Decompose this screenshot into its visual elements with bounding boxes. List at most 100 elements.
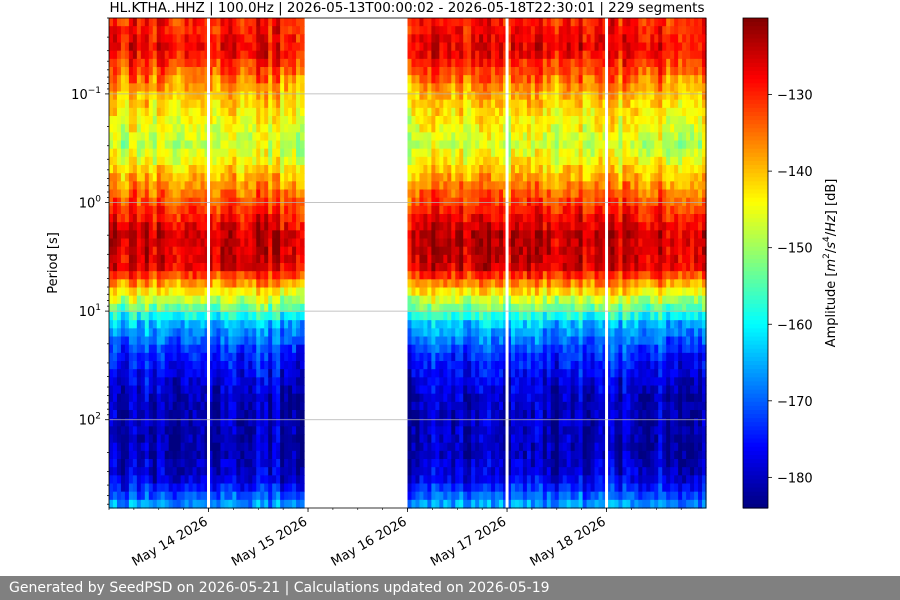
heatmap-cell <box>276 467 281 476</box>
heatmap-cell <box>120 303 126 313</box>
heatmap-cell <box>244 246 249 256</box>
heatmap-cell <box>280 328 285 338</box>
heatmap-cell <box>240 83 245 93</box>
heatmap-cell <box>463 230 468 240</box>
heatmap-cell <box>526 83 532 93</box>
heatmap-cell <box>228 230 233 240</box>
heatmap-cell <box>109 377 114 387</box>
heatmap-cell <box>439 410 444 419</box>
heatmap-cell <box>447 475 452 485</box>
heatmap-cell <box>112 434 118 444</box>
heatmap-cell <box>164 173 170 182</box>
heatmap-cell <box>538 75 544 84</box>
heatmap-cell <box>276 312 281 321</box>
heatmap-cell <box>160 165 166 174</box>
heatmap-cell <box>200 189 206 199</box>
heatmap-cell <box>144 287 150 297</box>
heatmap-cell <box>427 418 432 427</box>
heatmap-cell <box>268 197 273 207</box>
heatmap-cell <box>411 450 417 460</box>
heatmap-cell <box>491 148 496 158</box>
heatmap-cell <box>184 173 190 182</box>
heatmap-cell <box>443 173 448 182</box>
heatmap-cell <box>248 459 253 468</box>
heatmap-cell <box>431 328 436 338</box>
heatmap-cell <box>148 214 154 223</box>
heatmap-cell <box>140 434 146 444</box>
heatmap-cell <box>244 26 249 35</box>
heatmap-cell <box>112 124 118 133</box>
heatmap-cell <box>288 67 293 76</box>
heatmap-cell <box>510 197 516 207</box>
heatmap-cell <box>124 434 130 444</box>
heatmap-cell <box>244 483 249 493</box>
heatmap-cell <box>168 254 174 264</box>
heatmap-cell <box>479 99 484 109</box>
heatmap-cell <box>144 67 150 76</box>
heatmap-cell <box>200 173 206 182</box>
heatmap-cell <box>487 26 492 35</box>
heatmap-cell <box>172 116 178 125</box>
heatmap-cell <box>507 254 512 264</box>
heatmap-cell <box>260 230 265 240</box>
heatmap-cell <box>132 377 138 387</box>
heatmap-cell <box>288 116 293 125</box>
heatmap-cell <box>522 165 528 174</box>
heatmap-cell <box>160 336 166 346</box>
heatmap-cell <box>116 418 122 427</box>
heatmap-cell <box>136 238 142 248</box>
heatmap-cell <box>503 491 508 501</box>
heatmap-cell <box>431 361 436 370</box>
heatmap-cell <box>260 246 265 256</box>
heatmap-cell <box>236 173 241 182</box>
heatmap-cell <box>415 352 421 362</box>
heatmap-cell <box>530 287 536 297</box>
heatmap-cell <box>224 42 229 52</box>
heatmap-cell <box>292 352 297 362</box>
heatmap-cell <box>212 369 218 378</box>
heatmap-cell <box>538 426 544 436</box>
heatmap-cell <box>530 442 536 452</box>
heatmap-cell <box>212 279 218 289</box>
heatmap-cell <box>260 483 265 493</box>
heatmap-cell <box>415 156 421 166</box>
heatmap-cell <box>463 238 468 248</box>
heatmap-cell <box>471 148 476 158</box>
heatmap-cell <box>228 312 233 321</box>
heatmap-cell <box>156 385 162 395</box>
heatmap-cell <box>483 173 488 182</box>
heatmap-cell <box>447 401 452 411</box>
heatmap-cell <box>534 254 540 264</box>
heatmap-cell <box>128 491 134 501</box>
heatmap-cell <box>244 238 249 248</box>
heatmap-cell <box>148 132 154 142</box>
heatmap-cell <box>499 467 504 476</box>
heatmap-cell <box>148 483 154 493</box>
heatmap-cell <box>224 165 229 174</box>
heatmap-cell <box>128 320 134 329</box>
heatmap-cell <box>439 246 444 256</box>
heatmap-cell <box>518 107 524 117</box>
heatmap-cell <box>483 401 488 411</box>
heatmap-cell <box>204 83 210 93</box>
heatmap-cell <box>423 197 428 207</box>
heatmap-cell <box>132 18 138 27</box>
heatmap-cell <box>471 312 476 321</box>
heatmap-cell <box>180 214 186 223</box>
heatmap-cell <box>491 401 496 411</box>
heatmap-cell <box>244 295 249 305</box>
heatmap-cell <box>467 393 472 403</box>
heatmap-cell <box>204 303 210 313</box>
heatmap-cell <box>292 181 297 191</box>
heatmap-cell <box>288 426 293 436</box>
heatmap-cell <box>200 450 206 460</box>
heatmap-cell <box>132 450 138 460</box>
heatmap-cell <box>236 393 241 403</box>
heatmap-cell <box>232 401 237 411</box>
heatmap-cell <box>526 499 532 509</box>
heatmap-cell <box>439 344 444 354</box>
heatmap-cell <box>120 230 126 240</box>
heatmap-cell <box>280 124 285 133</box>
heatmap-cell <box>439 67 444 76</box>
heatmap-cell <box>184 361 190 370</box>
